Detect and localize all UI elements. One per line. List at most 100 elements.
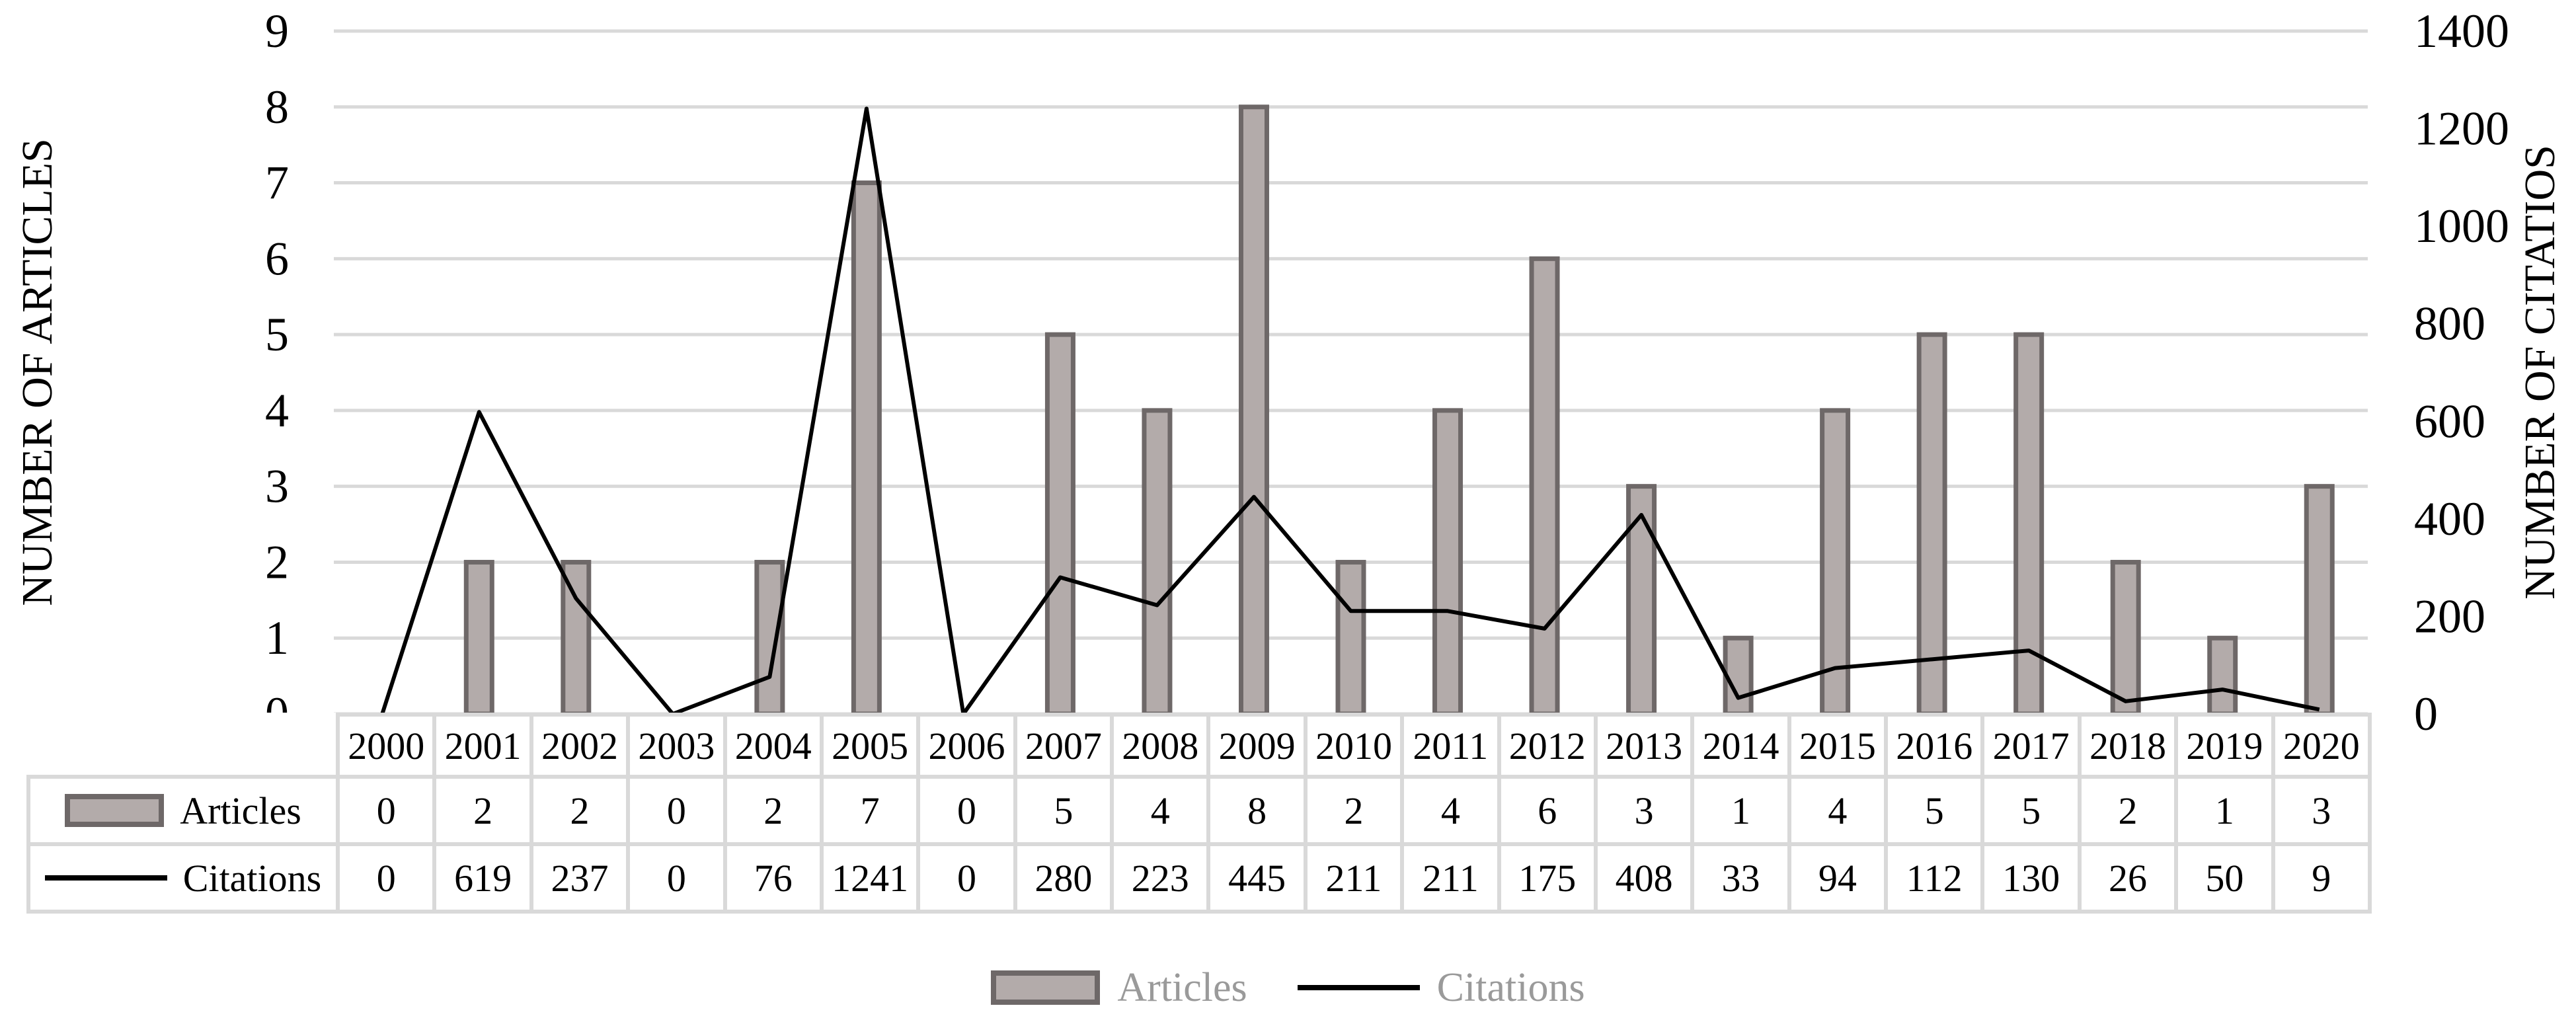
- bar-2009: [1238, 104, 1269, 717]
- table-legend-key-articles: Articles: [26, 775, 340, 846]
- table-legend-key-citations: Citations: [26, 842, 340, 914]
- year-header-cell-2015: 2015: [1787, 713, 1889, 779]
- year-header-cell-2003: 2003: [626, 713, 727, 779]
- year-header-cell-2014: 2014: [1690, 713, 1791, 779]
- left-axis-tick-5: 5: [265, 308, 289, 361]
- year-header-cell-2009: 2009: [1206, 713, 1308, 779]
- table-cell-articles-2012: 6: [1497, 775, 1598, 846]
- bar-2014: [1723, 635, 1754, 717]
- table-cell-citations-2010: 211: [1303, 842, 1405, 914]
- citations-line-swatch-icon: [1297, 985, 1420, 990]
- table-cell-citations-2012: 175: [1497, 842, 1598, 914]
- citations-line-swatch-icon: [44, 875, 167, 881]
- left-axis-tick-1: 1: [265, 611, 289, 664]
- bar-2007: [1044, 332, 1075, 717]
- citations-line: [380, 106, 2320, 716]
- bar-2002: [561, 559, 592, 717]
- table-cell-citations-2019: 50: [2174, 842, 2275, 914]
- table-cell-citations-2015: 94: [1787, 842, 1889, 914]
- bar-2012: [1529, 256, 1560, 717]
- bar-2019: [2207, 635, 2238, 717]
- table-cell-articles-2005: 7: [819, 775, 921, 846]
- chart-legend: Articles Citations: [0, 953, 2576, 1022]
- table-cell-citations-2018: 26: [2077, 842, 2179, 914]
- table-cell-articles-2013: 3: [1593, 775, 1695, 846]
- bar-2013: [1626, 484, 1657, 717]
- year-header-cell-2017: 2017: [1980, 713, 2082, 779]
- table-cell-citations-2011: 211: [1400, 842, 1501, 914]
- right-axis-tick-0: 0: [2414, 688, 2438, 740]
- table-cell-articles-2011: 4: [1400, 775, 1501, 846]
- table-cell-citations-2016: 112: [1883, 842, 1985, 914]
- year-header-cell-2005: 2005: [819, 713, 921, 779]
- table-corner-cell: [28, 715, 338, 777]
- table-cell-articles-2018: 2: [2077, 775, 2179, 846]
- table-year-row: 2000 2001 2002 2003 2004 2005 2006 2007 2008 2009…: [28, 713, 2372, 779]
- bar-2011: [1432, 408, 1464, 717]
- table-legend-label-citations: Citations: [182, 856, 322, 900]
- table-cell-citations-2004: 76: [722, 842, 824, 914]
- table-cell-articles-2009: 8: [1206, 775, 1308, 846]
- table-cell-citations-2013: 408: [1593, 842, 1695, 914]
- table-cell-citations-2008: 223: [1109, 842, 1211, 914]
- bar-2008: [1142, 408, 1173, 717]
- table-cell-articles-2016: 5: [1883, 775, 1985, 846]
- table-cell-articles-2000: 0: [335, 775, 437, 846]
- right-axis-tick-800: 800: [2414, 297, 2485, 350]
- left-axis-tick-9: 9: [265, 5, 289, 58]
- table-cell-citations-2003: 0: [626, 842, 727, 914]
- table-cell-articles-2008: 4: [1109, 775, 1211, 846]
- right-axis-tick-600: 600: [2414, 395, 2485, 448]
- year-header-cell-2001: 2001: [432, 713, 533, 779]
- table-cell-citations-2001: 619: [432, 842, 533, 914]
- legend-item-citations: Citations: [1297, 964, 1585, 1011]
- legend-label-articles: Articles: [1117, 964, 1247, 1010]
- legend-item-articles: Articles: [991, 964, 1247, 1011]
- bar-2005: [851, 180, 882, 717]
- table-cell-articles-2020: 3: [2271, 775, 2372, 846]
- left-axis-tick-3: 3: [265, 460, 289, 513]
- table-cell-citations-2006: 0: [916, 842, 1017, 914]
- table-legend-label-articles: Articles: [180, 789, 301, 832]
- gridlines: [334, 29, 2368, 716]
- year-header-cell-2010: 2010: [1303, 713, 1405, 779]
- bar-2016: [1916, 332, 1947, 717]
- table-cell-articles-2019: 1: [2174, 775, 2275, 846]
- table-cell-articles-2007: 5: [1013, 775, 1114, 846]
- year-header-cell-2016: 2016: [1883, 713, 1985, 779]
- right-axis-tick-1000: 1000: [2414, 200, 2509, 253]
- table-cell-citations-2014: 33: [1690, 842, 1791, 914]
- table-cell-citations-2005: 1241: [819, 842, 921, 914]
- right-axis-tick-1400: 1400: [2414, 5, 2509, 58]
- year-header-cell-2002: 2002: [529, 713, 631, 779]
- year-header-cell-2008: 2008: [1109, 713, 1211, 779]
- bar-2010: [1335, 559, 1366, 717]
- year-header-cell-2004: 2004: [722, 713, 824, 779]
- left-axis-tick-2: 2: [265, 535, 289, 588]
- year-header-cell-2011: 2011: [1400, 713, 1501, 779]
- table-cell-articles-2017: 5: [1980, 775, 2082, 846]
- table-cell-citations-2017: 130: [1980, 842, 2082, 914]
- table-cell-articles-2015: 4: [1787, 775, 1889, 846]
- table-cell-articles-2003: 0: [626, 775, 727, 846]
- right-axis-tick-200: 200: [2414, 590, 2485, 643]
- year-header-cell-2019: 2019: [2174, 713, 2275, 779]
- left-axis-tick-8: 8: [265, 81, 289, 134]
- year-header-cell-2000: 2000: [335, 713, 437, 779]
- right-axis-tick-1200: 1200: [2414, 102, 2509, 155]
- table-cell-articles-2004: 2: [722, 775, 824, 846]
- table-cell-citations-2007: 280: [1013, 842, 1114, 914]
- year-header-cell-2006: 2006: [916, 713, 1017, 779]
- year-header-cell-2012: 2012: [1497, 713, 1598, 779]
- year-header-cell-2007: 2007: [1013, 713, 1114, 779]
- year-header-cell-2020: 2020: [2271, 713, 2372, 779]
- right-axis-tick-400: 400: [2414, 492, 2485, 545]
- table-cell-citations-2002: 237: [529, 842, 631, 914]
- table-cell-articles-2010: 2: [1303, 775, 1405, 846]
- left-axis-tick-7: 7: [265, 157, 289, 210]
- table-row-articles: Articles 0 2 2 0 2 7 0 5 4 8 2 4 6 3 1 4 5 5 2 1 3: [26, 775, 2372, 846]
- table-cell-citations-2009: 445: [1206, 842, 1308, 914]
- table-row-citations: Citations 0 619 237 0 76 1241 0 280 223 445 211 211 1…: [26, 842, 2372, 914]
- legend-label-citations: Citations: [1436, 964, 1585, 1010]
